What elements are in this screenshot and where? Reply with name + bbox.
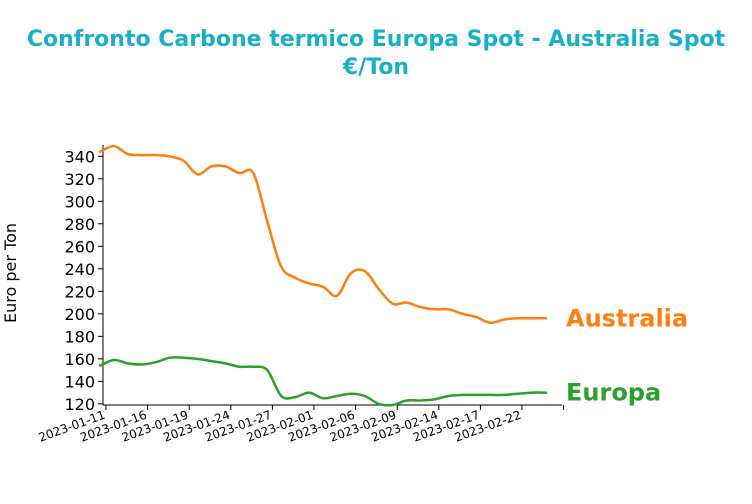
y-tick-label: 240 [64, 260, 95, 279]
axes: 1201401601802002202402602803003203402023… [37, 145, 565, 445]
chart-title: Confronto Carbone termico Europa Spot - … [27, 27, 726, 52]
y-tick-label: 200 [64, 305, 95, 324]
y-tick-label: 140 [64, 372, 95, 391]
series-labels: Australia Europa [566, 304, 688, 406]
series-label-australia: Australia [566, 304, 688, 332]
y-tick-label: 340 [64, 147, 95, 166]
y-tick-label: 300 [64, 192, 95, 211]
series-line-australia [98, 144, 548, 325]
y-tick-label: 120 [64, 395, 95, 414]
series-line-europa [98, 356, 548, 407]
y-tick-label: 180 [64, 327, 95, 346]
y-tick-label: 320 [64, 170, 95, 189]
chart-title-unit: €/Ton [342, 55, 409, 80]
y-tick-label: 260 [64, 237, 95, 256]
y-tick-label: 160 [64, 350, 95, 369]
series-lines [98, 144, 548, 407]
y-tick-label: 220 [64, 282, 95, 301]
y-tick-label: 280 [64, 215, 95, 234]
y-axis-label: Euro per Ton [1, 223, 20, 323]
series-label-europa: Europa [566, 379, 661, 407]
